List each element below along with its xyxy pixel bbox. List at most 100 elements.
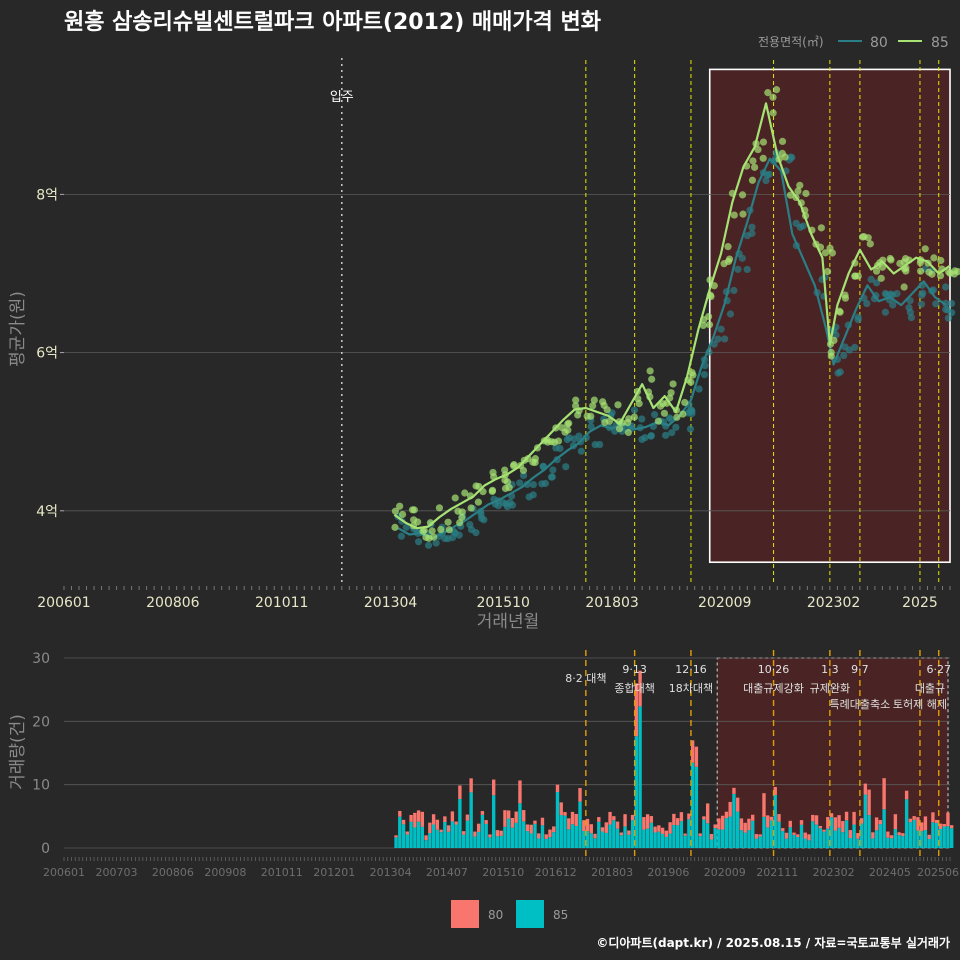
- volume-bar-85: [848, 838, 853, 848]
- data-point-80: [889, 301, 897, 309]
- volume-bar-85: [473, 836, 477, 848]
- volume-bar-85: [856, 838, 860, 848]
- volume-bar-85: [818, 828, 822, 848]
- volume-bar-85: [781, 831, 785, 848]
- volume-bar-80: [638, 670, 642, 707]
- volume-bar-85: [600, 831, 605, 848]
- volume-bar-80: [829, 813, 834, 818]
- data-point-85: [435, 504, 444, 512]
- data-point-85: [769, 109, 777, 117]
- volume-bar-80: [398, 810, 402, 817]
- volume-bar-85: [458, 798, 462, 848]
- volume-bar-80: [916, 817, 920, 831]
- volume-bar-85: [450, 821, 455, 848]
- volume-bar-85: [480, 814, 485, 848]
- data-point-80: [905, 304, 913, 312]
- volume-bar-85: [649, 822, 654, 848]
- data-point-85: [724, 243, 732, 251]
- data-point-85: [625, 415, 633, 423]
- volume-bar-85: [495, 836, 500, 848]
- data-point-85: [519, 466, 528, 475]
- data-point-85: [928, 270, 936, 278]
- volume-x-tick-label: 200908: [204, 866, 246, 879]
- legend-bottom-label-80: 80: [488, 908, 503, 922]
- data-point-80: [907, 313, 915, 322]
- event-label-date: 1·3: [821, 663, 839, 676]
- volume-bar-85: [469, 792, 473, 848]
- legend-title: 전용면적(㎡): [758, 35, 824, 49]
- data-point-80: [730, 286, 738, 295]
- data-point-85: [725, 255, 734, 263]
- volume-bar-85: [544, 838, 548, 848]
- volume-bar-80: [698, 833, 702, 837]
- volume-bar-80: [811, 814, 815, 822]
- data-point-85: [796, 181, 804, 189]
- data-point-85: [437, 525, 445, 534]
- volume-bar-80: [608, 811, 612, 825]
- data-point-85: [759, 138, 768, 146]
- move-in-label: 입주: [330, 90, 354, 105]
- volume-bar-85: [570, 824, 575, 848]
- volume-bar-80: [893, 814, 898, 830]
- volume-bar-80: [796, 834, 800, 837]
- data-point-85: [824, 267, 832, 276]
- volume-bar-85: [428, 833, 432, 848]
- y-tick-label: 4억: [36, 504, 58, 520]
- volume-bar-80: [758, 834, 762, 837]
- volume-bar-80: [822, 829, 826, 832]
- volume-bar-85: [938, 829, 943, 848]
- volume-bar-85: [931, 822, 935, 848]
- volume-bar-80: [510, 817, 515, 828]
- legend-bottom-swatch-80: [451, 900, 479, 928]
- volume-bar-80: [428, 822, 432, 834]
- volume-bar-85: [683, 835, 687, 848]
- volume-bar-80: [619, 832, 624, 836]
- volume-x-tick-label: 202111: [756, 866, 798, 879]
- chart-title: 원흥 삼송리슈빌센트럴파크 아파트(2012) 매매가격 변화: [64, 10, 601, 35]
- volume-bar-85: [777, 821, 781, 848]
- volume-bar-80: [867, 789, 871, 816]
- volume-bar-85: [694, 766, 699, 848]
- volume-bar-85: [623, 826, 627, 848]
- volume-bar-80: [938, 823, 943, 830]
- data-point-85: [587, 412, 595, 420]
- data-point-85: [550, 438, 559, 446]
- data-point-85: [489, 468, 497, 477]
- data-point-80: [863, 299, 871, 308]
- volume-bar-80: [525, 824, 530, 832]
- volume-bar-85: [679, 821, 684, 848]
- data-point-85: [673, 413, 681, 421]
- data-point-85: [529, 458, 537, 466]
- data-point-80: [700, 371, 708, 379]
- data-point-85: [461, 489, 469, 497]
- volume-bar-85: [923, 830, 928, 848]
- data-point-80: [508, 501, 517, 509]
- volume-bar-80: [705, 803, 710, 824]
- data-point-80: [414, 538, 423, 546]
- volume-bar-80: [690, 740, 695, 763]
- data-point-80: [672, 423, 680, 431]
- volume-bar-80: [856, 833, 860, 839]
- volume-bar-85: [533, 823, 537, 848]
- volume-x-tick-label: 201906: [647, 866, 689, 879]
- event-label-date: 9·7: [851, 663, 869, 676]
- data-point-85: [750, 163, 759, 171]
- data-point-85: [858, 233, 867, 241]
- volume-x-tick-label: 202405: [869, 866, 911, 879]
- data-point-85: [802, 189, 810, 198]
- volume-bar-80: [401, 819, 406, 825]
- data-point-85: [615, 425, 624, 433]
- volume-bar-85: [882, 809, 886, 848]
- volume-bar-85: [837, 827, 841, 848]
- volume-bar-85: [833, 830, 837, 848]
- volume-bar-80: [435, 819, 440, 830]
- volume-bar-85: [597, 821, 601, 848]
- volume-bar-85: [668, 833, 672, 848]
- data-point-85: [772, 86, 781, 94]
- data-point-85: [681, 398, 689, 407]
- volume-bar-85: [589, 833, 593, 848]
- data-point-80: [947, 299, 956, 308]
- data-point-85: [669, 380, 677, 388]
- volume-bar-80: [675, 818, 680, 826]
- volume-bar-85: [416, 821, 421, 848]
